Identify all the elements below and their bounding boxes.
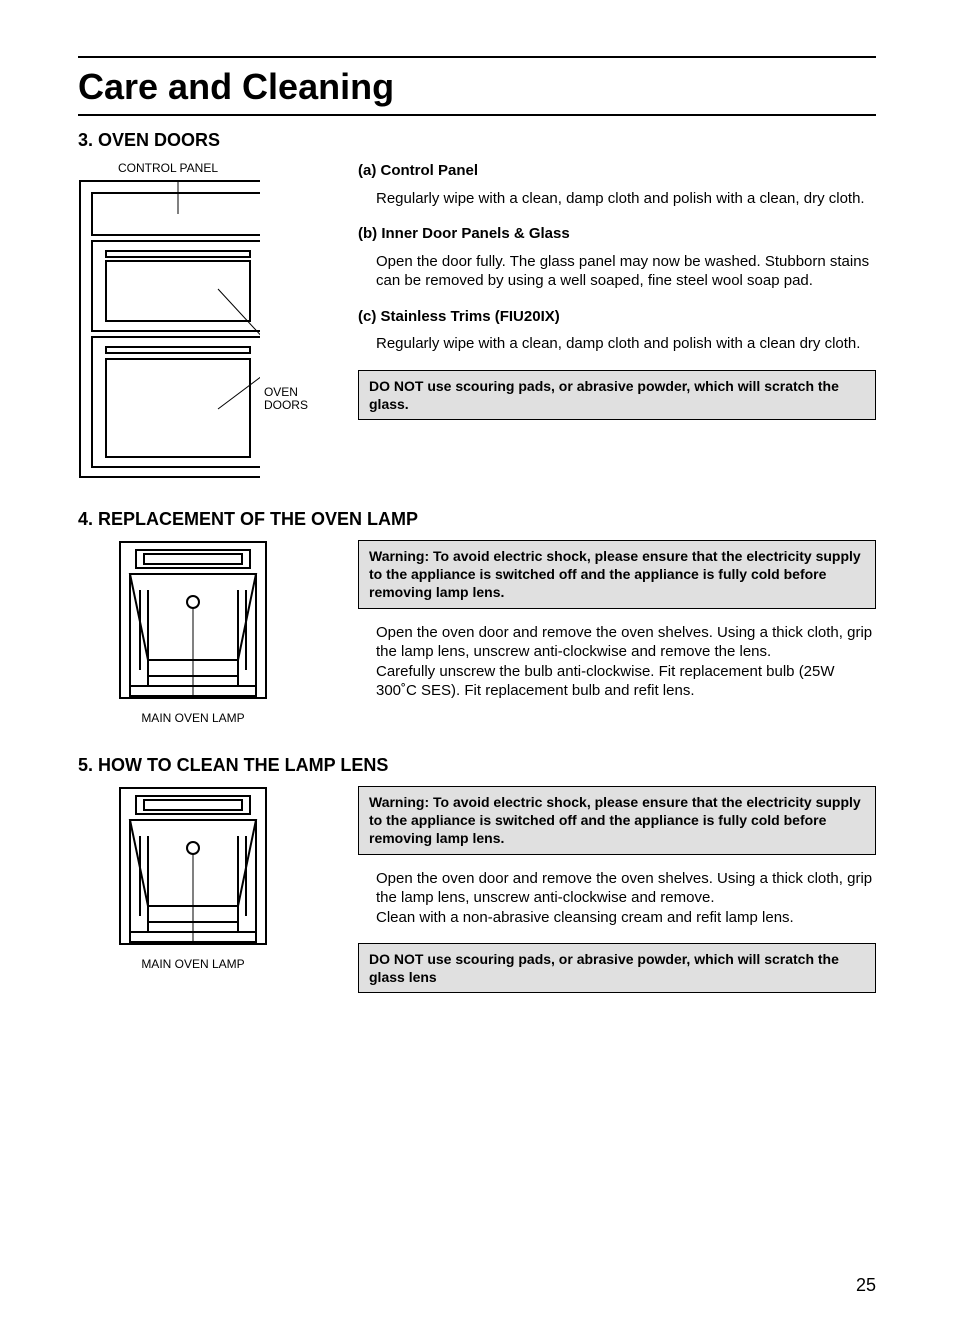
- main-oven-lamp-diagram-2: [118, 786, 268, 946]
- s5-figure: MAIN OVEN LAMP: [78, 786, 358, 971]
- title-rule: [78, 114, 876, 116]
- s3-a-heading: (a) Control Panel: [358, 161, 876, 181]
- s5-heading: 5. HOW TO CLEAN THE LAMP LENS: [78, 755, 876, 776]
- s3-b-heading: (b) Inner Door Panels & Glass: [358, 224, 876, 244]
- s3-c-text: Regularly wipe with a clean, damp cloth …: [358, 334, 876, 354]
- s3-caption-control-panel: CONTROL PANEL: [78, 161, 258, 175]
- s3-heading: 3. OVEN DOORS: [78, 130, 876, 151]
- s3-warning: DO NOT use scouring pads, or abrasive po…: [358, 370, 876, 420]
- s5-caption: MAIN OVEN LAMP: [118, 957, 268, 971]
- s4-heading: 4. REPLACEMENT OF THE OVEN LAMP: [78, 509, 876, 530]
- s4-figure: MAIN OVEN LAMP: [78, 540, 358, 725]
- s4-text-col: Warning: To avoid electric shock, please…: [358, 540, 876, 717]
- s4-caption: MAIN OVEN LAMP: [118, 711, 268, 725]
- s4-warning: Warning: To avoid electric shock, please…: [358, 540, 876, 609]
- top-rule: [78, 56, 876, 58]
- s5-warning: Warning: To avoid electric shock, please…: [358, 786, 876, 855]
- s3-text: (a) Control Panel Regularly wipe with a …: [358, 161, 876, 434]
- s3-a-text: Regularly wipe with a clean, damp cloth …: [358, 189, 876, 209]
- section-4-lamp-replacement: 4. REPLACEMENT OF THE OVEN LAMP: [78, 509, 876, 725]
- page-title: Care and Cleaning: [78, 66, 876, 108]
- oven-doors-diagram: [78, 179, 260, 479]
- s4-text: Open the oven door and remove the oven s…: [358, 623, 876, 701]
- s3-caption-oven-doors: OVEN DOORS: [264, 386, 338, 412]
- s3-b-text: Open the door fully. The glass panel may…: [358, 252, 876, 291]
- page-number: 25: [856, 1275, 876, 1296]
- s3-c-heading: (c) Stainless Trims (FIU20IX): [358, 307, 876, 327]
- s3-figure: CONTROL PANEL: [78, 161, 358, 479]
- s5-text: Open the oven door and remove the oven s…: [358, 869, 876, 928]
- section-3-oven-doors: 3. OVEN DOORS CONTROL PANEL: [78, 130, 876, 479]
- main-oven-lamp-diagram-1: [118, 540, 268, 700]
- s5-text-col: Warning: To avoid electric shock, please…: [358, 786, 876, 1007]
- section-5-clean-lamp-lens: 5. HOW TO CLEAN THE LAMP LENS: [78, 755, 876, 1007]
- s5-warning-2: DO NOT use scouring pads, or abrasive po…: [358, 943, 876, 993]
